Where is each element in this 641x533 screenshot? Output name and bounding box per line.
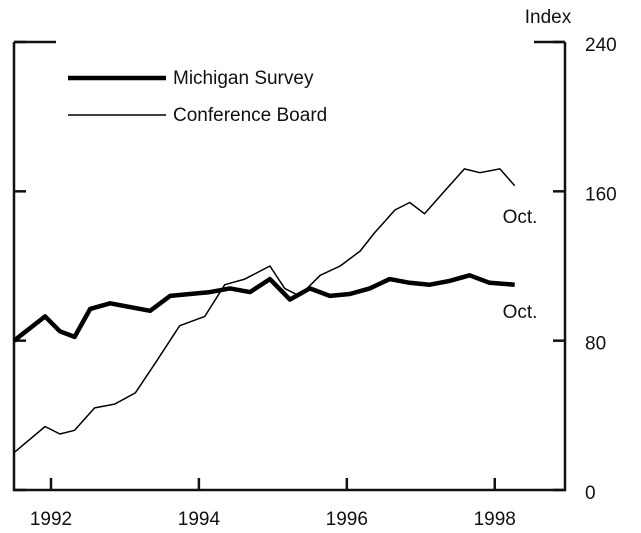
legend-label: Conference Board [173, 105, 327, 126]
series-line [13, 168, 516, 454]
x-tick-label: 1992 [30, 509, 72, 530]
y-tick-label: 160 [585, 184, 617, 205]
y-tick-label: 80 [585, 334, 606, 355]
x-tick-label: 1998 [474, 509, 516, 530]
series-line [12, 273, 515, 343]
legend-label: Michigan Survey [173, 68, 314, 89]
y-tick-label: 0 [585, 483, 596, 504]
annotation: Oct. [503, 207, 538, 228]
y-axis-label: Index [525, 7, 572, 28]
annotation: Oct. [503, 302, 538, 323]
x-tick-label: 1994 [178, 509, 221, 530]
y-tick-label: 240 [585, 35, 617, 56]
frame [12, 42, 567, 492]
x-tick-label: 1996 [326, 509, 368, 530]
